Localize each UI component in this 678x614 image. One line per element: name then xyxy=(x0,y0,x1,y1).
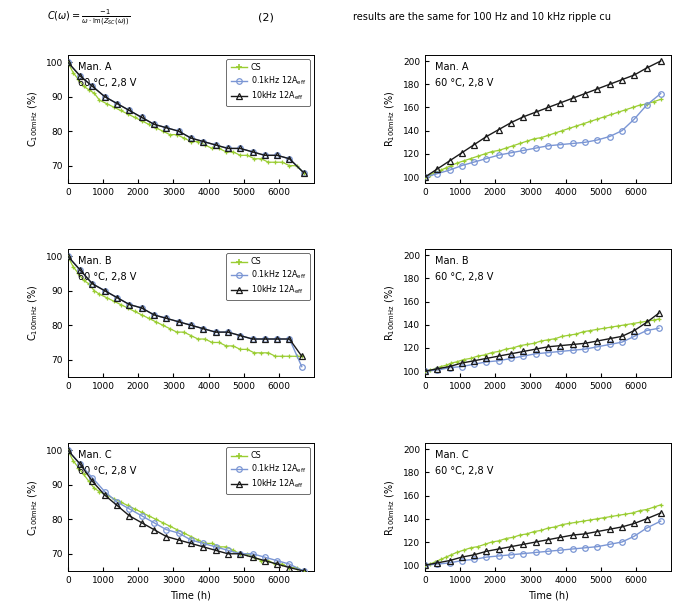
Text: Man. B: Man. B xyxy=(435,255,468,266)
Text: 60 °C, 2,8 V: 60 °C, 2,8 V xyxy=(435,467,493,476)
Text: Man. A: Man. A xyxy=(435,61,468,72)
Text: $C(\omega) = \frac{-1}{\omega \cdot \mathrm{Im}(Z_{SC}(\omega))}$: $C(\omega) = \frac{-1}{\omega \cdot \mat… xyxy=(47,7,131,27)
Text: Man. C: Man. C xyxy=(435,449,468,460)
Text: 60 °C, 2,8 V: 60 °C, 2,8 V xyxy=(78,78,136,88)
Text: 60 °C, 2,8 V: 60 °C, 2,8 V xyxy=(435,272,493,282)
Text: Man. B: Man. B xyxy=(78,255,111,266)
X-axis label: Time (h): Time (h) xyxy=(527,591,569,600)
Y-axis label: R$_{\mathregular{100mHz}}$ (%): R$_{\mathregular{100mHz}}$ (%) xyxy=(384,285,397,341)
Y-axis label: R$_{\mathregular{100mHz}}$ (%): R$_{\mathregular{100mHz}}$ (%) xyxy=(384,479,397,535)
Legend: CS, 0.1kHz 12A$_{\mathregular{eff}}$, 10kHz 12A$_{\mathregular{eff}}$: CS, 0.1kHz 12A$_{\mathregular{eff}}$, 10… xyxy=(226,60,310,106)
Text: (2): (2) xyxy=(258,12,273,22)
Text: 60 °C, 2,8 V: 60 °C, 2,8 V xyxy=(78,467,136,476)
Text: 60 °C, 2,8 V: 60 °C, 2,8 V xyxy=(435,78,493,88)
Legend: CS, 0.1kHz 12A$_{\mathregular{eff}}$, 10kHz 12A$_{\mathregular{eff}}$: CS, 0.1kHz 12A$_{\mathregular{eff}}$, 10… xyxy=(226,448,310,494)
Y-axis label: C$_{\mathregular{100mHz}}$ (%): C$_{\mathregular{100mHz}}$ (%) xyxy=(26,479,40,535)
Legend: CS, 0.1kHz 12A$_{\mathregular{eff}}$, 10kHz 12A$_{\mathregular{eff}}$: CS, 0.1kHz 12A$_{\mathregular{eff}}$, 10… xyxy=(226,254,310,300)
Y-axis label: C$_{\mathregular{100mHz}}$ (%): C$_{\mathregular{100mHz}}$ (%) xyxy=(26,91,40,147)
Text: Man. C: Man. C xyxy=(78,449,111,460)
Text: Man. A: Man. A xyxy=(78,61,111,72)
Text: 60 °C, 2,8 V: 60 °C, 2,8 V xyxy=(78,272,136,282)
Y-axis label: C$_{\mathregular{100mHz}}$ (%): C$_{\mathregular{100mHz}}$ (%) xyxy=(26,285,40,341)
Y-axis label: R$_{\mathregular{100mHz}}$ (%): R$_{\mathregular{100mHz}}$ (%) xyxy=(384,91,397,147)
Text: results are the same for 100 Hz and 10 kHz ripple cu: results are the same for 100 Hz and 10 k… xyxy=(353,12,611,22)
X-axis label: Time (h): Time (h) xyxy=(170,591,212,600)
